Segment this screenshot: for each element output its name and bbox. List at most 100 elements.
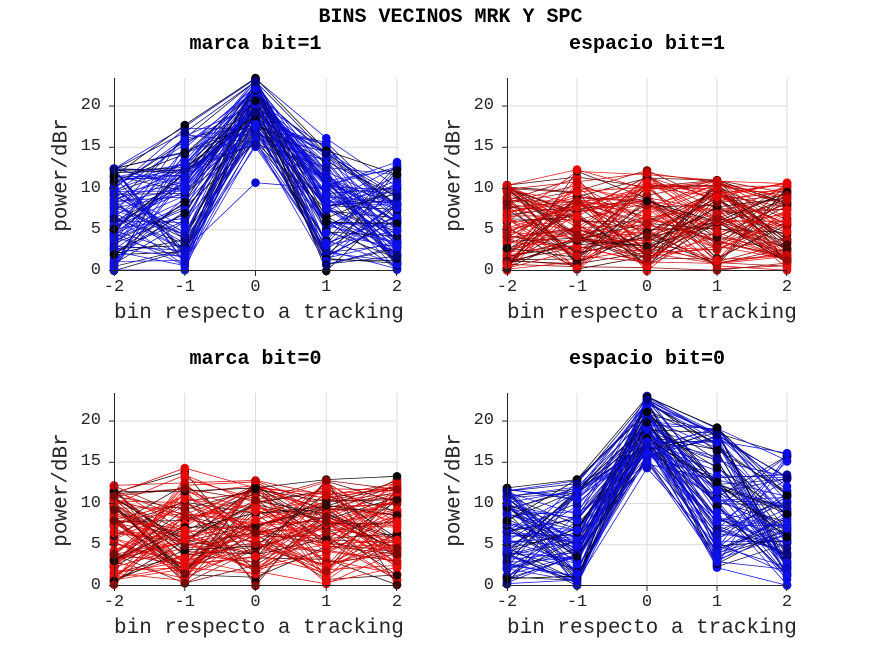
data-point	[180, 503, 190, 512]
data-point	[572, 525, 582, 535]
x-tick-label: 2	[781, 278, 793, 297]
data-point	[572, 494, 582, 504]
data-point	[782, 509, 792, 519]
x-tick-label: 0	[641, 593, 653, 612]
data-point	[782, 581, 792, 590]
plot-area	[502, 78, 792, 276]
y-tick-label: 0	[483, 261, 494, 280]
data-point	[642, 441, 652, 450]
y-tick-label: 15	[473, 452, 494, 472]
data-point	[180, 525, 190, 535]
x-tick-label: 0	[641, 278, 653, 297]
data-point	[322, 181, 331, 191]
x-tick-label: 1	[321, 593, 332, 612]
data-point	[572, 542, 582, 551]
data-point	[712, 484, 722, 493]
data-point	[251, 96, 260, 106]
data-point	[180, 484, 190, 493]
data-point	[251, 178, 260, 187]
subplot-title: espacio bit=1	[568, 33, 726, 56]
y-tick-label: 5	[483, 534, 494, 554]
data-point	[251, 130, 260, 139]
data-point	[782, 473, 792, 483]
plot-area	[109, 73, 402, 276]
data-point	[392, 543, 402, 553]
x-tick-label: -1	[566, 593, 588, 612]
data-point	[251, 476, 260, 485]
data-point	[251, 139, 260, 149]
y-tick-label: 10	[473, 493, 494, 513]
data-point	[782, 205, 792, 215]
data-point	[572, 242, 582, 251]
data-point	[180, 257, 190, 266]
axis-layer	[502, 78, 787, 276]
data-point	[322, 491, 331, 500]
data-point	[251, 483, 260, 493]
axis-layer	[109, 78, 397, 276]
subplot-title: marca bit=0	[189, 348, 322, 371]
data-point	[712, 530, 722, 539]
data-point	[180, 208, 190, 218]
x-tick-label: 1	[711, 278, 723, 297]
data-point	[322, 527, 331, 537]
x-tick-label: 2	[781, 593, 793, 612]
data-point	[251, 522, 260, 532]
data-point	[782, 491, 792, 500]
data-point	[180, 216, 190, 226]
axis-layer	[502, 393, 787, 591]
data-point	[322, 133, 331, 143]
data-point	[782, 178, 792, 187]
x-tick-label: -1	[566, 278, 588, 297]
data-point	[572, 534, 582, 543]
data-point	[322, 534, 331, 543]
data-point	[712, 495, 722, 505]
data-point	[322, 197, 331, 206]
data-point	[251, 515, 260, 525]
data-point	[180, 149, 190, 159]
data-point	[712, 541, 722, 550]
data-point	[180, 178, 190, 188]
data-point	[712, 445, 722, 454]
data-point	[392, 524, 402, 533]
data-point	[712, 423, 722, 432]
data-point	[642, 232, 652, 242]
data-point	[251, 552, 260, 561]
data-point	[712, 508, 722, 517]
data-point	[712, 256, 722, 265]
data-point	[642, 196, 652, 206]
data-point	[322, 476, 331, 485]
data-point	[572, 177, 582, 187]
y-axis-label: power/dBr	[443, 432, 467, 547]
data-point	[712, 555, 722, 564]
data-point	[782, 532, 792, 542]
data-point	[392, 485, 402, 494]
data-point	[572, 507, 582, 516]
data-point	[712, 227, 722, 237]
subplot-title: marca bit=1	[189, 33, 322, 56]
y-axis-label: power/dBr	[50, 117, 74, 232]
data-point	[322, 213, 331, 223]
x-tick-label: -2	[496, 593, 518, 612]
markers-layer	[109, 463, 402, 591]
x-axis-label: bin respecto a tracking	[507, 617, 797, 640]
data-point	[642, 395, 652, 404]
plot-area	[502, 391, 792, 591]
data-point	[712, 524, 722, 533]
y-tick-label: 10	[473, 178, 494, 198]
data-point	[572, 576, 582, 586]
data-point	[180, 470, 190, 480]
data-point	[782, 552, 792, 561]
data-point	[322, 203, 331, 212]
data-point	[572, 516, 582, 525]
data-point	[180, 139, 190, 149]
data-point	[642, 418, 652, 427]
data-point	[251, 495, 260, 505]
data-point	[322, 259, 331, 269]
data-point	[782, 256, 792, 265]
data-point	[251, 566, 260, 575]
y-tick-label: 10	[80, 493, 101, 513]
data-point	[572, 486, 582, 495]
data-point	[180, 222, 190, 232]
data-point	[642, 463, 652, 473]
data-point	[572, 552, 582, 561]
